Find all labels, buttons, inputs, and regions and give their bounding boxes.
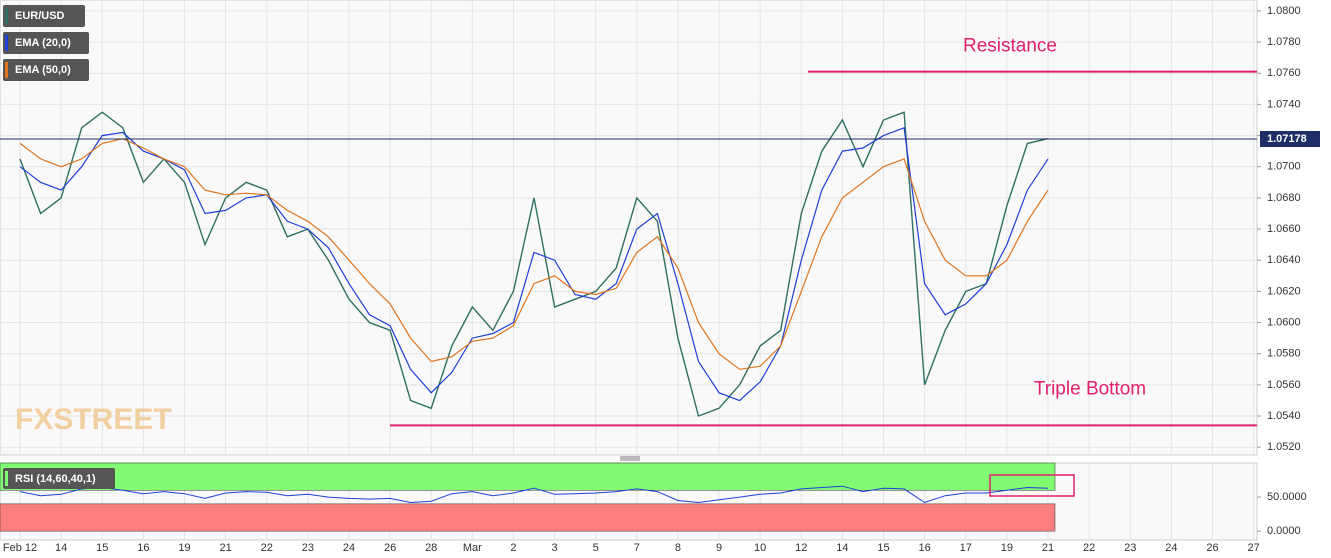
y-tick-label: 1.0600 [1267, 316, 1301, 328]
x-tick-label: 19 [1001, 542, 1013, 554]
x-tick-label: 21 [1042, 542, 1054, 554]
y-tick-label: 1.0800 [1267, 5, 1301, 17]
y-tick-label: 1.0700 [1267, 161, 1301, 173]
x-tick-label: 27 [1247, 542, 1259, 554]
x-tick-label: 16 [919, 542, 931, 554]
level-label: Resistance [963, 36, 1057, 57]
legend-label: EMA (20,0) [15, 37, 71, 49]
x-tick-label: 14 [55, 542, 67, 554]
x-tick-label: 17 [960, 542, 972, 554]
x-tick-label: 5 [593, 542, 599, 554]
series-line [19, 126, 1049, 402]
legend-swatch [5, 471, 8, 486]
rsi-tick-label: 0.0000 [1267, 525, 1301, 537]
x-tick-label: 9 [716, 542, 722, 554]
legend-box [3, 59, 89, 81]
legend-box [3, 32, 89, 54]
x-tick-label: 22 [261, 542, 273, 554]
y-tick-label: 1.0640 [1267, 254, 1301, 266]
rsi-tick-label: 50.0000 [1267, 491, 1307, 503]
y-tick-label: 1.0620 [1267, 285, 1301, 297]
legend-label: EUR/USD [15, 10, 65, 22]
y-tick-label: 1.0760 [1267, 67, 1301, 79]
legend-label: RSI (14,60,40,1) [15, 473, 96, 485]
series-line [19, 111, 1049, 417]
y-tick-label: 1.0540 [1267, 410, 1301, 422]
y-tick-label: 1.0580 [1267, 348, 1301, 360]
legend-box [3, 468, 115, 489]
x-tick-label: 24 [1165, 542, 1177, 554]
legend-swatch [5, 62, 8, 78]
legend-swatch [5, 35, 8, 51]
x-tick-label: Mar [463, 542, 482, 554]
x-tick-label: 28 [425, 542, 437, 554]
x-tick-label: 14 [836, 542, 848, 554]
watermark: FXSTREET [15, 403, 172, 436]
legend-label: EMA (50,0) [15, 64, 71, 76]
rsi-line [19, 485, 1049, 504]
legend-box [3, 5, 85, 27]
x-tick-label: 3 [551, 542, 557, 554]
y-tick-label: 1.0560 [1267, 379, 1301, 391]
x-tick-label: 23 [1124, 542, 1136, 554]
x-tick-label: Feb 12 [3, 542, 37, 554]
highlight-box [989, 474, 1075, 497]
x-tick-label: 22 [1083, 542, 1095, 554]
last-price-label: 1.07178 [1267, 133, 1307, 145]
x-tick-label: 26 [1206, 542, 1218, 554]
y-tick-label: 1.0740 [1267, 98, 1301, 110]
x-tick-label: 10 [754, 542, 766, 554]
x-tick-label: 19 [178, 542, 190, 554]
y-tick-label: 1.0780 [1267, 36, 1301, 48]
legend-swatch [5, 8, 8, 24]
x-tick-label: 26 [384, 542, 396, 554]
rsi-zone [0, 503, 1056, 532]
x-tick-label: 15 [877, 542, 889, 554]
y-tick-label: 1.0680 [1267, 192, 1301, 204]
level-label: Triple Bottom [1034, 378, 1146, 399]
x-tick-label: 23 [302, 542, 314, 554]
x-tick-label: 21 [219, 542, 231, 554]
last-price-box [1260, 130, 1320, 147]
y-tick-label: 1.0520 [1267, 441, 1301, 453]
x-tick-label: 16 [137, 542, 149, 554]
y-tick-label: 1.0660 [1267, 223, 1301, 235]
x-tick-label: 24 [343, 542, 355, 554]
x-tick-label: 12 [795, 542, 807, 554]
x-tick-label: 8 [675, 542, 681, 554]
rsi-zone [0, 462, 1056, 491]
series-line [19, 138, 1049, 370]
x-tick-label: 15 [96, 542, 108, 554]
x-tick-label: 7 [634, 542, 640, 554]
x-tick-label: 2 [510, 542, 516, 554]
panel-splitter[interactable] [620, 456, 640, 461]
